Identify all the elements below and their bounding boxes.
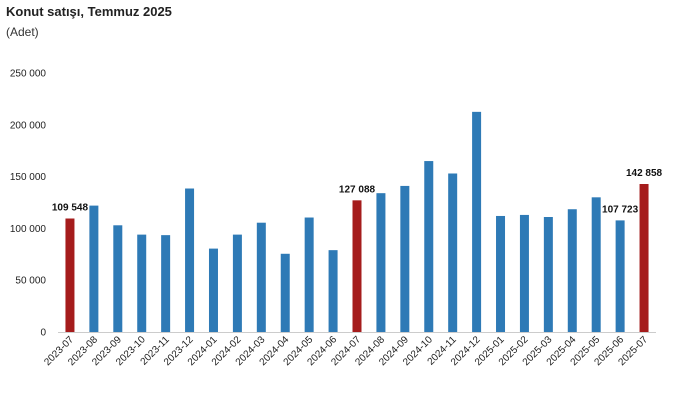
bars — [65, 111, 649, 332]
bar-2023-12 — [185, 188, 195, 332]
bar-2024-03 — [256, 222, 266, 332]
x-axis-ticks: 2023-072023-082023-092023-102023-112023-… — [42, 334, 650, 368]
data-labels: 109 548 127 088 107 723 142 858 — [52, 168, 663, 215]
bar-2024-07 — [352, 200, 362, 332]
bar-2025-05 — [591, 197, 601, 332]
bar-2025-01 — [496, 215, 506, 332]
bar-2023-07 — [65, 218, 75, 332]
bar-2024-09 — [400, 185, 410, 332]
y-tick-label: 150 000 — [10, 172, 47, 183]
bar-2024-06 — [328, 250, 338, 332]
y-tick-label: 200 000 — [10, 120, 47, 131]
bar-2023-10 — [137, 234, 147, 332]
bar-2024-04 — [280, 253, 290, 332]
bar-2024-02 — [232, 234, 242, 332]
y-tick-label: 50 000 — [15, 276, 46, 287]
bar-2024-12 — [472, 111, 482, 332]
y-tick-label: 0 — [40, 328, 46, 339]
bar-2025-07 — [639, 183, 649, 332]
chart-subtitle: (Adet) — [6, 25, 39, 39]
data-label: 127 088 — [339, 184, 376, 195]
y-tick-label: 250 000 — [10, 69, 47, 80]
data-label: 109 548 — [52, 203, 89, 214]
bar-2024-05 — [304, 217, 314, 332]
bar-2023-08 — [89, 205, 99, 332]
y-tick-label: 100 000 — [10, 224, 47, 235]
bar-2024-01 — [208, 248, 218, 332]
y-axis-ticks: 0 50 000 100 000 150 000 200 000 250 000 — [10, 69, 47, 339]
bar-2023-11 — [161, 235, 171, 332]
data-label: 142 858 — [626, 168, 663, 179]
bar-2023-09 — [113, 225, 123, 332]
chart-title: Konut satışı, Temmuz 2025 — [6, 4, 172, 19]
bar-2024-08 — [376, 193, 386, 332]
bar-2024-10 — [424, 161, 434, 332]
bar-2025-02 — [519, 214, 529, 332]
bar-2024-11 — [448, 173, 458, 332]
data-label: 107 723 — [602, 204, 639, 215]
bar-2025-04 — [567, 209, 577, 332]
bar-2025-06 — [615, 220, 625, 332]
bar-2025-03 — [543, 217, 553, 332]
